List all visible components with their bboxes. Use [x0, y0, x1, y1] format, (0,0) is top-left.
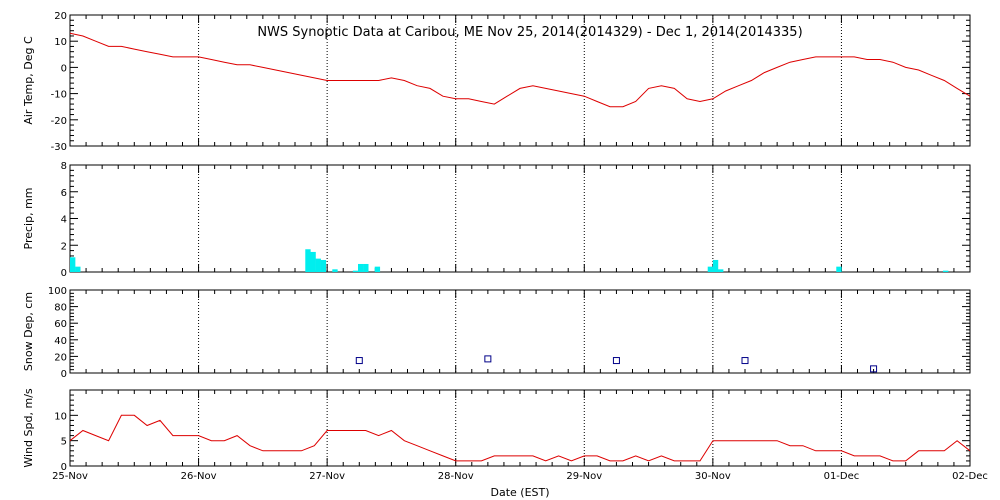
y-tick-label: 10 [54, 37, 67, 48]
y-tick-label: 0 [61, 63, 67, 74]
y-tick-label: 2 [61, 241, 67, 252]
precip-bar [363, 263, 369, 272]
panel-2: 0 2 4 6 8 Precip, mm [22, 161, 971, 279]
precip-bar [943, 270, 949, 272]
series-line [69, 32, 971, 108]
y-axis-label: Snow Dep, cm [22, 292, 35, 371]
panel-frame [69, 289, 971, 374]
x-tick-label: 26-Nov [181, 471, 217, 482]
precip-bar [836, 266, 842, 272]
x-tick-label: 01-Dec [824, 471, 860, 482]
x-tick-label: 02-Dec [952, 471, 988, 482]
x-tick-labels: 25-Nov 26-Nov 27-Nov 28-Nov 29-Nov 30-Nov 01-D… [52, 471, 988, 482]
y-tick-label: 60 [54, 319, 67, 330]
panel-frame [69, 164, 971, 273]
y-tick-label: 4 [61, 215, 67, 226]
precip-bar [374, 266, 381, 272]
precip-bar [70, 257, 76, 272]
y-tick-label: 0 [61, 268, 67, 279]
y-axis-label: Wind Spd, m/s [22, 388, 35, 468]
y-tick-label: 6 [61, 188, 67, 199]
precip-bar [718, 269, 724, 272]
x-tick-label: 25-Nov [52, 471, 88, 482]
x-axis-label: Date (EST) [490, 486, 549, 499]
x-tick-label: 30-Nov [695, 471, 731, 482]
x-tick-label: 29-Nov [566, 471, 602, 482]
precip-bar [352, 270, 359, 272]
snow-depth-point [741, 357, 749, 365]
series-line [69, 414, 971, 462]
precip-bar [305, 249, 311, 272]
y-tick-label: 0 [61, 369, 67, 380]
y-axis-label: Air Temp, Deg C [22, 36, 35, 125]
chart-title: NWS Synoptic Data at Caribou, ME Nov 25,… [257, 25, 802, 40]
x-tick-label: 28-Nov [438, 471, 474, 482]
y-tick-label: 5 [61, 437, 67, 448]
y-tick-label: 10 [54, 411, 67, 422]
y-tick-label: -10 [51, 90, 67, 101]
y-tick-label: 0 [61, 462, 67, 473]
precip-bar [315, 258, 321, 272]
y-tick-label: 40 [54, 336, 67, 347]
precip-bar [358, 263, 364, 272]
y-tick-label: 8 [61, 161, 67, 172]
precip-bar [75, 266, 81, 272]
panel-frame [69, 389, 971, 467]
precip-bar [712, 259, 719, 272]
snow-depth-point [355, 357, 363, 365]
y-tick-label: 80 [54, 303, 67, 314]
x-tick-label: 27-Nov [309, 471, 345, 482]
panel-4: 0 5 10 Wind Spd, m/s [22, 388, 971, 473]
panels: -30 -20 -10 0 10 20 Air Temp, Deg C 0 2 4 6 8 Precip… [22, 11, 971, 473]
precip-bar [707, 266, 714, 272]
precip-bar [320, 259, 327, 272]
y-tick-label: 20 [54, 11, 67, 22]
y-tick-label: -30 [51, 142, 67, 153]
snow-depth-point [612, 357, 620, 365]
precip-bar [332, 269, 338, 272]
panel-1: -30 -20 -10 0 10 20 Air Temp, Deg C [22, 11, 971, 153]
y-tick-label: 20 [54, 352, 67, 363]
precip-bar [310, 251, 316, 272]
panel-3: 0 20 40 60 80 100 Snow Dep, cm [22, 286, 971, 380]
snow-depth-point [484, 355, 492, 363]
snow-depth-point [870, 365, 878, 373]
y-tick-label: -20 [51, 116, 67, 127]
y-axis-label: Precip, mm [22, 188, 35, 250]
y-tick-label: 100 [48, 286, 67, 297]
